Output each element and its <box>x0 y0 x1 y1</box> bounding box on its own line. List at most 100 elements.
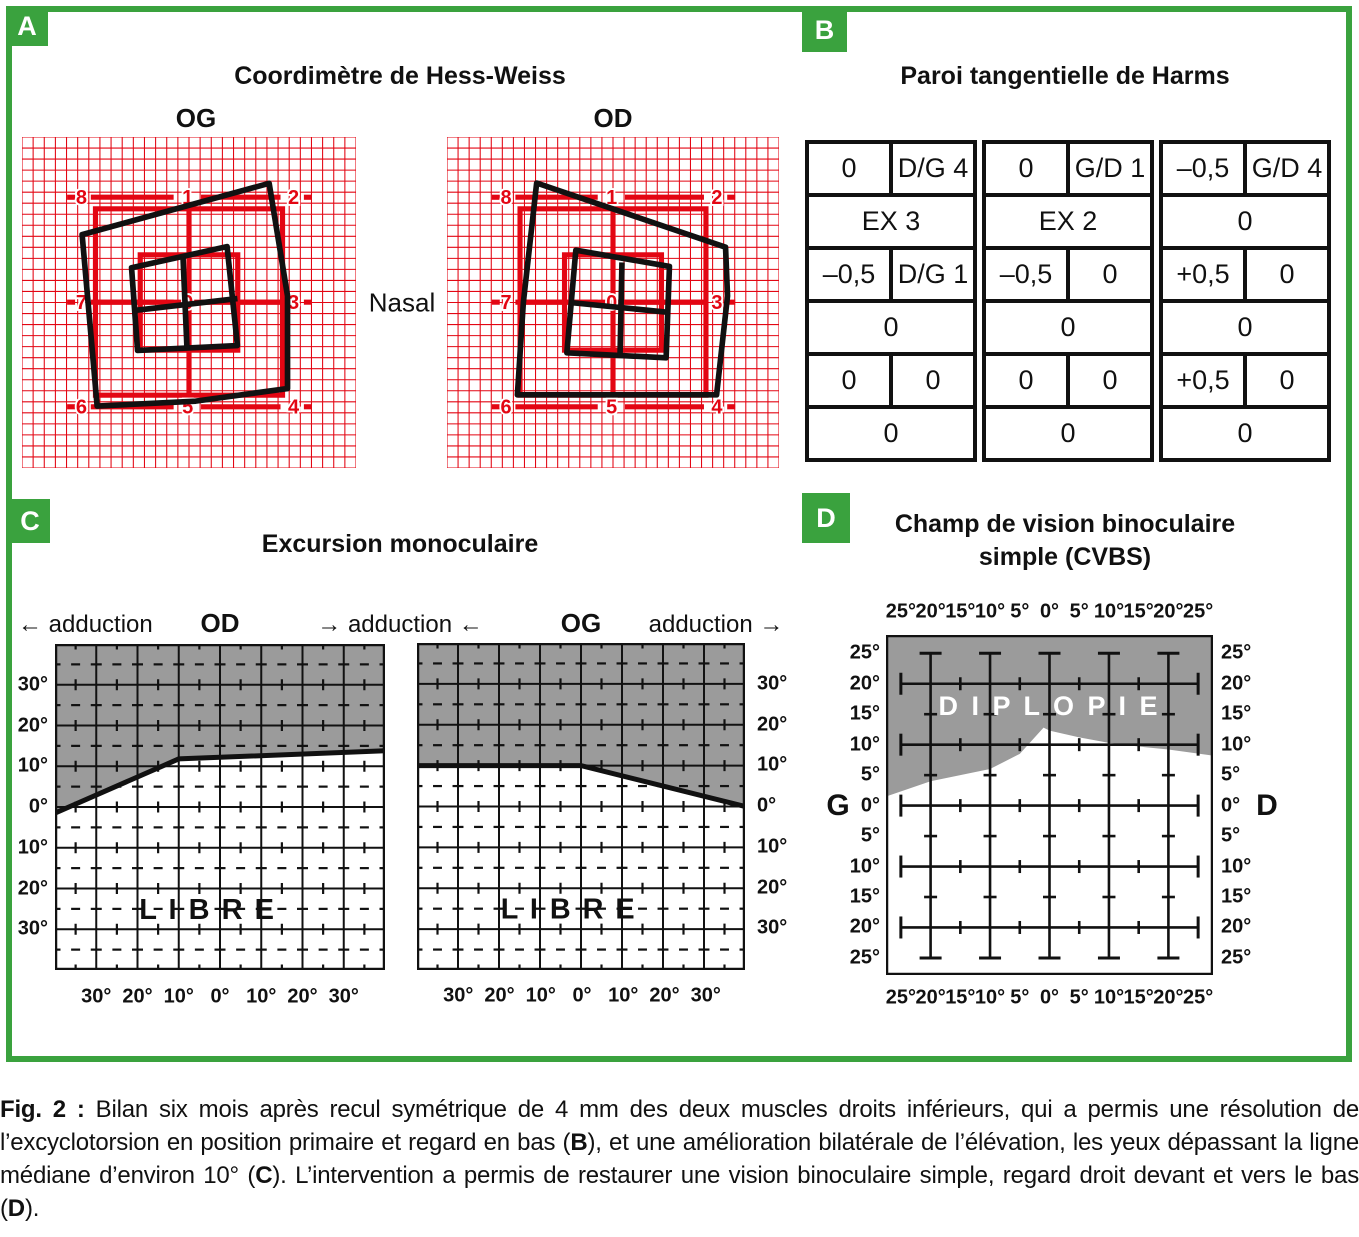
axis-tick-label: 20° <box>757 876 788 898</box>
axis-tick-label: 20° <box>1221 672 1252 695</box>
harms-cell: 0 <box>1018 365 1034 395</box>
excursion-og-label: OG <box>560 608 602 638</box>
table-row: 0 <box>1163 193 1327 246</box>
harms-cell: 0 <box>1066 356 1150 405</box>
axis-tick-label: 20° <box>649 984 680 1007</box>
harms-cell: 0 <box>841 153 857 183</box>
table-row: 0 <box>809 299 973 352</box>
harms-cell: 0 <box>883 312 899 342</box>
axis-tick-label: 25° <box>1221 641 1252 664</box>
axis-tick-label: 20° <box>849 915 880 938</box>
axis-tick-label: 10° <box>163 985 194 1008</box>
axis-tick-label: 10° <box>757 753 788 776</box>
axis-tick-label: 20° <box>484 984 515 1007</box>
harms-cell: 0 <box>841 365 857 395</box>
harms-cell: 0 <box>1060 312 1076 342</box>
axis-tick-label: 10° <box>849 855 880 878</box>
axis-tick-label: 10° <box>1221 733 1252 756</box>
axis-tick-label: 0° <box>572 984 592 1007</box>
harms-cell: 0 <box>1237 312 1253 342</box>
svg-text:6: 6 <box>501 397 512 419</box>
axis-tick-label: 15° <box>1123 986 1154 1009</box>
harms-cell: 0 <box>889 356 973 405</box>
axis-tick-label: 20° <box>915 986 946 1009</box>
harms-cell: –0,5 <box>1176 153 1230 183</box>
table-row: 0 <box>1163 299 1327 352</box>
svg-text:3: 3 <box>711 292 722 314</box>
axis-tick-label: 20° <box>1153 600 1184 623</box>
axis-tick-label: 20° <box>122 985 153 1008</box>
hess-og-label: OG <box>175 103 217 133</box>
axis-tick-label: 10° <box>17 836 48 859</box>
harms-group-2: 0 G/D 1 EX 2 –0,5 0 0 0 0 0 <box>982 140 1154 462</box>
axis-tick-label: 5° <box>1221 824 1241 847</box>
axis-tick-label: 25° <box>849 641 880 664</box>
diplopie-label: D I P L O P I E <box>938 691 1160 721</box>
svg-text:8: 8 <box>501 187 512 209</box>
caption-bold-text: B <box>570 1129 588 1156</box>
axis-tick-label: 10° <box>974 986 1006 1009</box>
svg-text:5: 5 <box>606 397 617 419</box>
axis-tick-label: 5° <box>1069 986 1089 1009</box>
axis-tick-label: 20° <box>287 985 318 1008</box>
table-row: 0 <box>986 405 1150 458</box>
excursion-od-label: OD <box>200 608 240 638</box>
adduction-left-label: ← adduction <box>18 611 153 638</box>
axis-tick-label: 20° <box>1221 915 1252 938</box>
svg-text:7: 7 <box>501 292 512 314</box>
axis-tick-label: 15° <box>1123 600 1154 623</box>
harms-cell: 0 <box>883 418 899 448</box>
harms-cell: +0,5 <box>1176 259 1230 289</box>
adduction-right-label: adduction → <box>648 611 784 638</box>
axis-tick-label: 10° <box>849 733 880 756</box>
axis-tick-label: 10° <box>757 835 788 858</box>
cvbs-chart: D I P L O P I E <box>886 635 1213 975</box>
axis-tick-label: 20° <box>17 877 48 899</box>
caption-text: ), et une amélioration bilatérale de l’é… <box>0 1129 1359 1189</box>
caption-bold-text: D <box>7 1195 25 1222</box>
caption-text: ). L’intervention a permis de restaurer … <box>0 1162 1359 1222</box>
axis-tick-label: 30° <box>757 672 788 695</box>
table-row: –0,5 G/D 4 <box>1163 144 1327 193</box>
axis-tick-label: 0° <box>1039 600 1060 623</box>
panel-d-badge: D <box>802 493 850 543</box>
axis-tick-label: 5° <box>1010 600 1030 623</box>
harms-cell: EX 2 <box>1038 206 1098 236</box>
axis-tick-label: 20° <box>17 714 48 736</box>
axis-tick-label: 30° <box>17 917 48 940</box>
table-row: 0 <box>809 405 973 458</box>
droite-label: D <box>1256 789 1278 822</box>
axis-tick-label: 10° <box>525 984 556 1007</box>
axis-tick-label: 25° <box>1183 986 1214 1009</box>
harms-cell: 0 <box>1243 250 1327 299</box>
axis-tick-label: 0° <box>860 794 880 817</box>
harms-cell: 0 <box>1060 418 1076 448</box>
five-degree-ticks <box>55 644 385 970</box>
svg-text:2: 2 <box>288 187 299 209</box>
table-row: 0 G/D 1 <box>986 144 1150 193</box>
axis-tick-label: 25° <box>849 946 880 969</box>
table-row: EX 2 <box>986 193 1150 246</box>
panel-a-badge: A <box>6 6 48 46</box>
harms-cell: EX 3 <box>861 206 921 236</box>
degree-grid <box>55 644 385 970</box>
axis-tick-label: 10° <box>608 984 639 1007</box>
panel-b-badge: B <box>802 9 847 52</box>
axis-tick-label: 20° <box>849 672 880 695</box>
five-degree-ticks <box>417 643 745 970</box>
axis-tick-label: 0° <box>1039 986 1060 1009</box>
harms-group-3: –0,5 G/D 4 0 +0,5 0 0 +0,5 0 0 <box>1159 140 1331 462</box>
svg-text:4: 4 <box>711 397 722 419</box>
axis-tick-label: 10° <box>1093 600 1125 623</box>
figure-frame <box>6 6 1352 1062</box>
axis-tick-label: 30° <box>17 673 48 696</box>
caption-text: ). <box>24 1195 40 1222</box>
table-row: –0,5 0 <box>986 246 1150 299</box>
axis-tick-label: 5° <box>1221 763 1241 786</box>
axis-tick-label: 15° <box>945 986 976 1009</box>
axis-tick-label: 15° <box>945 600 976 623</box>
axis-tick-label: 30° <box>443 984 474 1007</box>
harms-cell: 0 <box>1237 206 1253 236</box>
